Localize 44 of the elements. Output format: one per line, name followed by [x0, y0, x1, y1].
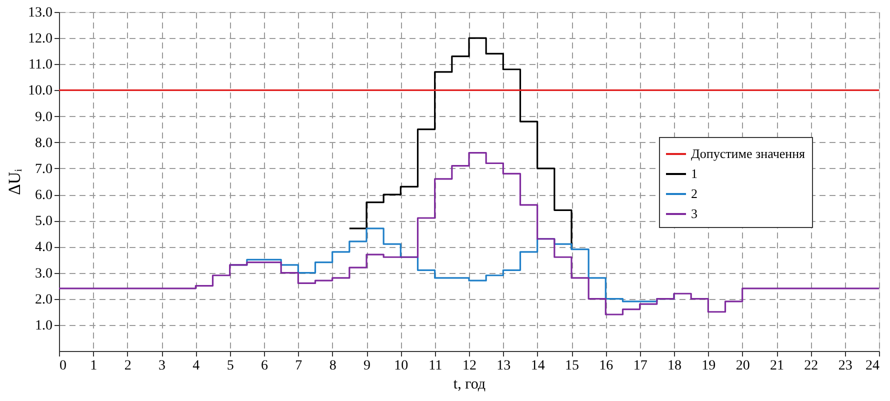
- legend-label: 3: [691, 206, 698, 221]
- x-tick-label: 1: [90, 358, 98, 374]
- x-tick-label: 17: [633, 358, 648, 374]
- x-tick-label: 20: [736, 358, 750, 374]
- x-tick-label: 24: [866, 358, 880, 374]
- legend-label: 1: [691, 166, 698, 181]
- x-tick-label: 18: [668, 358, 682, 374]
- y-tick-label: 1.0: [35, 318, 52, 334]
- y-tick-label: 6.0: [35, 188, 52, 204]
- x-tick-label: 2: [124, 358, 132, 374]
- x-tick-label: 13: [496, 358, 511, 374]
- y-tick-label: 3.0: [35, 266, 52, 282]
- y-axis-title: ΔUᵢ: [5, 168, 24, 195]
- y-tick-label: 7.0: [35, 162, 52, 177]
- x-tick-label: 22: [804, 358, 818, 374]
- x-tick-label: 12: [462, 358, 476, 374]
- y-tick-label: 9.0: [35, 110, 52, 125]
- x-tick-label: 0: [60, 358, 66, 374]
- y-tick-label: 13.0: [28, 6, 52, 20]
- y-tick-label: 2.0: [35, 292, 52, 308]
- x-tick-label: 15: [565, 358, 579, 374]
- y-tick-label: 11.0: [28, 58, 52, 73]
- x-tick-label: 7: [295, 358, 302, 374]
- y-tick-label: 10.0: [28, 84, 52, 99]
- x-tick-label: 14: [530, 358, 545, 374]
- x-tick-label: 4: [192, 358, 200, 374]
- x-tick-label: 21: [770, 358, 784, 374]
- x-tick-label: 3: [158, 358, 166, 374]
- x-axis-title: t, год: [453, 376, 486, 392]
- x-tick-label: 10: [394, 358, 408, 374]
- y-tick-label: 12.0: [28, 32, 52, 47]
- y-tick-label: 5.0: [35, 214, 52, 230]
- x-tick-label: 6: [261, 358, 268, 374]
- x-tick-label: 8: [329, 358, 336, 374]
- y-tick-label: 8.0: [35, 136, 52, 151]
- x-tick-label: 19: [702, 358, 716, 374]
- legend-label: 2: [691, 186, 698, 201]
- y-tick-label: 4.0: [35, 240, 52, 256]
- x-tick-label: 11: [428, 358, 442, 374]
- x-tick-label: 23: [838, 358, 852, 374]
- x-tick-label: 16: [599, 358, 614, 374]
- x-tick-label: 9: [364, 358, 370, 374]
- x-tick-label: 5: [226, 358, 234, 374]
- legend-label: Допустиме значення: [691, 146, 806, 161]
